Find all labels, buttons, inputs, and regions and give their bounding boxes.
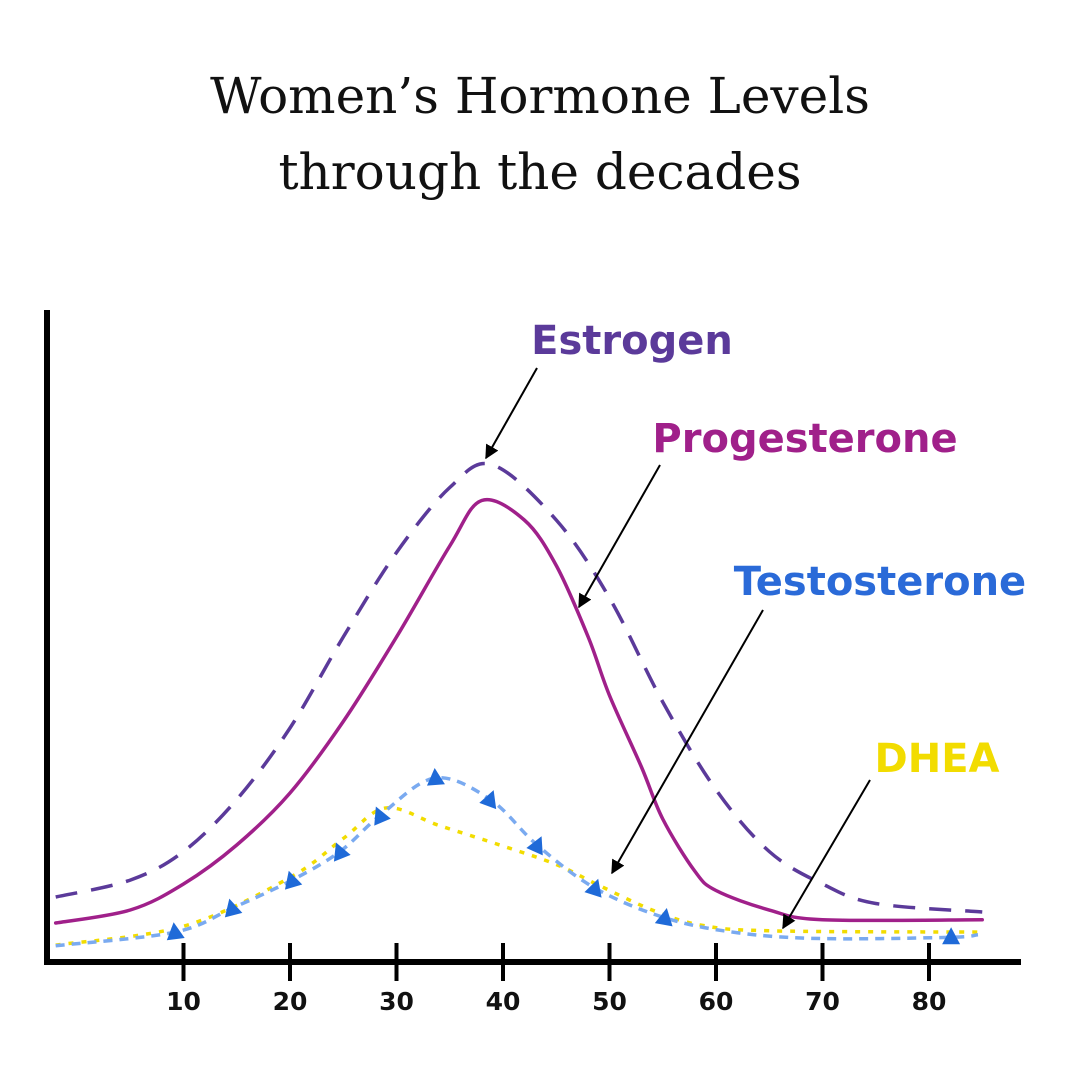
series-line-estrogen: [55, 461, 983, 914]
triangle-marker: [479, 790, 497, 810]
triangle-marker: [374, 806, 391, 826]
annotation-arrow: [578, 464, 661, 609]
series-label-progesterone: Progesterone: [652, 416, 957, 462]
chart-title: Women’s Hormone Levels through the decad…: [0, 58, 1080, 210]
series-line-progesterone: [53, 497, 984, 925]
series-label-testosterone: Testosterone: [734, 559, 1026, 605]
x-tick-label: 70: [805, 987, 840, 1016]
triangle-marker: [333, 842, 351, 862]
series-label-estrogen: Estrogen: [531, 318, 733, 364]
x-tick-label: 50: [592, 987, 627, 1016]
x-tick-label: 80: [912, 987, 947, 1016]
triangle-marker: [526, 836, 543, 856]
x-tick-label: 30: [379, 987, 414, 1016]
series-line-testosterone: [55, 776, 979, 948]
x-tick-label: 60: [699, 987, 734, 1016]
triangle-marker: [166, 922, 185, 941]
annotation-arrow: [485, 367, 538, 460]
x-tick-label: 20: [273, 987, 308, 1016]
x-tick-label: 40: [486, 987, 521, 1016]
annotation-arrow: [611, 609, 764, 875]
triangle-marker: [584, 878, 602, 898]
triangle-marker: [284, 870, 303, 890]
annotation-arrow: [782, 779, 871, 930]
triangle-marker: [224, 898, 243, 918]
triangle-marker: [942, 927, 961, 945]
chart-title-line-1: Women’s Hormone Levels: [210, 67, 870, 125]
chart-title-line-2: through the decades: [278, 143, 802, 201]
x-tick-label: 10: [166, 987, 201, 1016]
series-label-dhea: DHEA: [875, 736, 1000, 782]
triangle-marker: [654, 907, 673, 927]
triangle-marker: [426, 768, 445, 786]
